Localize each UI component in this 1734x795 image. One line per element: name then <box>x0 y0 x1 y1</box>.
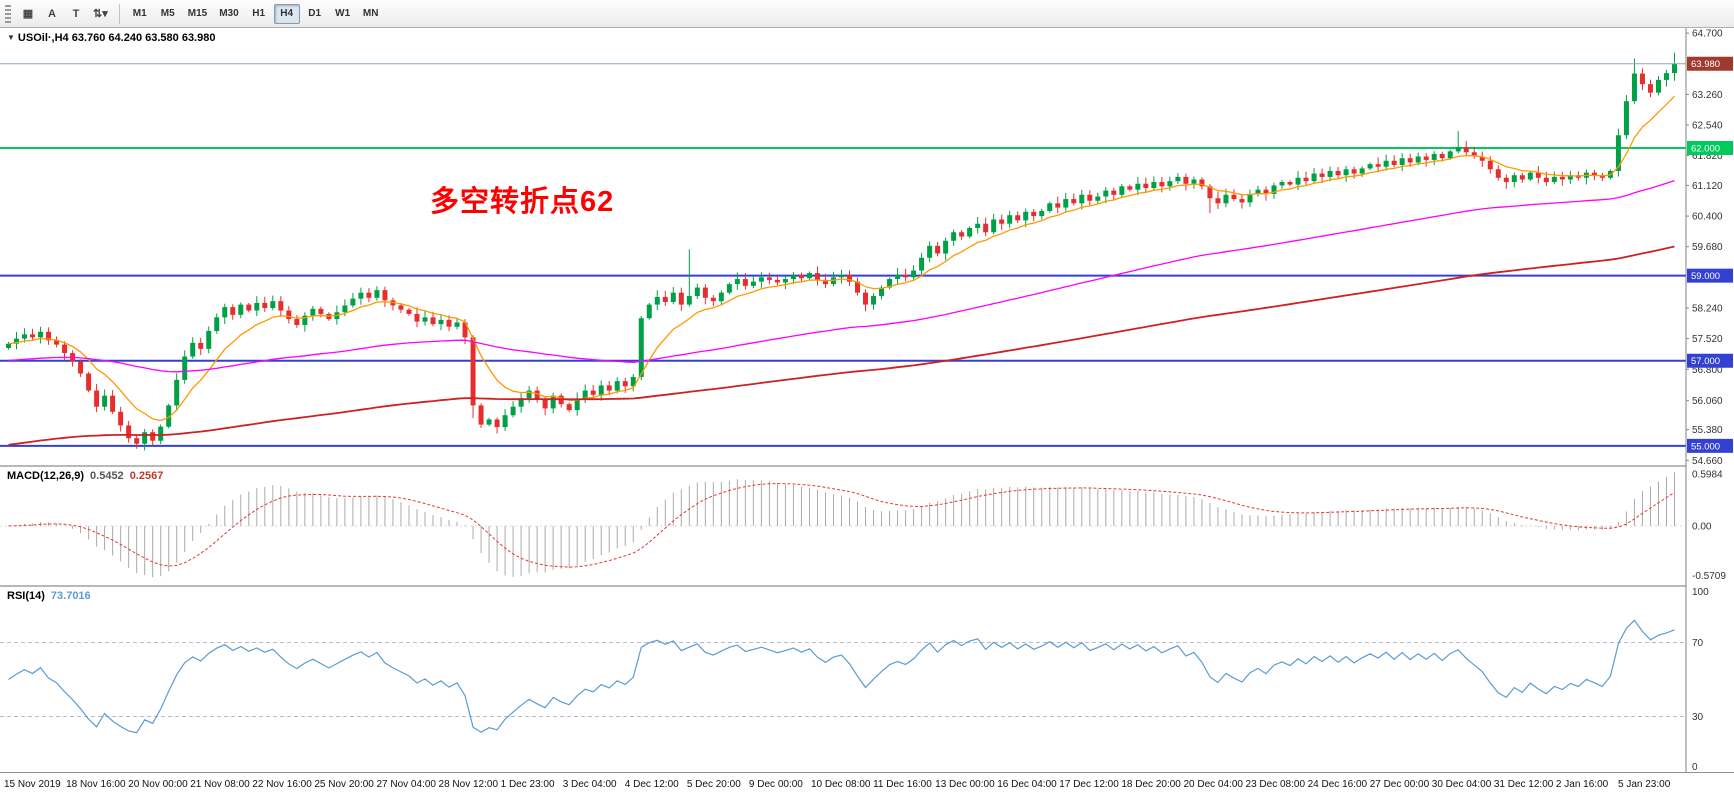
price-badge-57.000 <box>1687 353 1733 368</box>
macd-pane <box>0 472 1686 578</box>
rsi-scale-label: 30 <box>1692 712 1704 723</box>
horizontal-level-lines <box>0 146 1686 447</box>
time-tick-label: 21 Nov 08:00 <box>190 779 250 790</box>
time-tick-label: 5 Dec 20:00 <box>687 779 741 790</box>
tick-chart-icon[interactable]: ▦ <box>22 8 34 20</box>
price-tick-label: 56.060 <box>1692 396 1723 407</box>
price-tick-label: 56.800 <box>1692 365 1723 376</box>
timeframe-button-m1[interactable]: M1 <box>132 8 147 19</box>
price-tick-label: 64.700 <box>1692 29 1723 40</box>
price-badge-label: 59.000 <box>1691 271 1720 282</box>
toolbar-grip[interactable] <box>5 4 11 23</box>
time-tick-label: 15 Nov 2019 <box>4 779 61 790</box>
time-tick-label: 30 Dec 04:00 <box>1432 779 1492 790</box>
toolbar-icon-group: ▦ A T ⇅▾ <box>17 4 112 24</box>
timeframe-button-m30[interactable]: M30 <box>219 8 239 19</box>
chart-area[interactable]: 64.700 63.260 62.540 61.820 61.120 60.400 59.6… <box>0 28 1734 795</box>
time-axis[interactable]: 15 Nov 2019 18 Nov 16:00 20 Nov 00:00 21 No… <box>4 779 1671 790</box>
price-badge-59.000 <box>1687 268 1733 283</box>
price-badge-label: 63.980 <box>1691 59 1720 70</box>
price-tick-label: 55.380 <box>1692 425 1723 436</box>
time-tick-label: 11 Dec 16:00 <box>873 779 932 790</box>
time-tick-label: 20 Dec 04:00 <box>1183 779 1243 790</box>
time-tick-label: 28 Nov 12:00 <box>439 779 499 790</box>
price-badge-label: 57.000 <box>1691 356 1720 367</box>
time-tick-label: 17 Dec 12:00 <box>1059 779 1119 790</box>
price-badge-label: 55.000 <box>1691 441 1720 452</box>
ma-fast-line <box>8 95 1675 422</box>
macd-scale-label: 0.5984 <box>1692 470 1723 481</box>
time-tick-label: 2 Jan 16:00 <box>1556 779 1609 790</box>
rsi-scale-label: 0 <box>1692 762 1698 773</box>
time-tick-label: 24 Dec 16:00 <box>1308 779 1368 790</box>
cursor-tool-icon[interactable]: A <box>48 7 56 20</box>
timeframe-button-m15[interactable]: M15 <box>187 8 208 19</box>
timeframe-button-d1[interactable]: D1 <box>308 8 322 19</box>
time-tick-label: 25 Nov 20:00 <box>314 779 374 790</box>
timeframe-button-m5[interactable]: M5 <box>160 8 175 19</box>
price-tick-label: 58.240 <box>1692 303 1723 314</box>
toolbar: ▦ A T ⇅▾ M1 M5 M15 M30 H1 H4 D1 W1 MN <box>0 0 1734 28</box>
time-tick-label: 16 Dec 04:00 <box>997 779 1057 790</box>
time-tick-label: 18 Dec 20:00 <box>1121 779 1181 790</box>
time-tick-label: 1 Dec 23:00 <box>501 779 555 790</box>
timeframe-button-h4[interactable]: H4 <box>273 3 300 24</box>
time-tick-label: 23 Dec 08:00 <box>1246 779 1306 790</box>
macd-signal-line <box>8 483 1675 568</box>
time-tick-label: 5 Jan 23:00 <box>1618 779 1671 790</box>
price-tick-label: 59.680 <box>1692 242 1723 253</box>
price-tick-label: 63.260 <box>1692 90 1723 101</box>
pane-separator-2 <box>0 585 1734 587</box>
time-axis-separator <box>0 772 1734 773</box>
time-tick-label: 10 Dec 08:00 <box>811 779 871 790</box>
price-badge-label: 62.000 <box>1691 143 1720 154</box>
timeframe-button-group: M1 M5 M15 M30 H1 H4 D1 W1 MN <box>127 3 384 24</box>
pane-separator-1 <box>0 465 1734 467</box>
macd-scale-label: 0.00 <box>1692 522 1712 533</box>
timeframe-button-h1[interactable]: H1 <box>252 8 266 19</box>
macd-scale-label: -0.5709 <box>1692 571 1726 582</box>
price-tick-label: 60.400 <box>1692 212 1723 223</box>
price-tick-label: 61.820 <box>1692 151 1723 162</box>
text-label-tool-icon[interactable]: T <box>72 7 80 20</box>
price-tick-label: 62.540 <box>1692 121 1723 132</box>
rsi-pane <box>0 619 1686 734</box>
time-tick-label: 27 Dec 00:00 <box>1370 779 1430 790</box>
price-tick-label: 61.120 <box>1692 181 1723 192</box>
price-tick-label: 57.520 <box>1692 334 1723 345</box>
ma-slow-line <box>8 245 1675 446</box>
time-tick-label: 20 Nov 00:00 <box>128 779 188 790</box>
time-tick-label: 22 Nov 16:00 <box>252 779 312 790</box>
time-tick-label: 3 Dec 04:00 <box>563 779 617 790</box>
time-tick-label: 4 Dec 12:00 <box>625 779 679 790</box>
timeframe-button-mn[interactable]: MN <box>362 8 379 19</box>
price-badge-63.980 <box>1687 56 1733 71</box>
rsi-line <box>8 619 1675 734</box>
time-tick-label: 13 Dec 00:00 <box>935 779 995 790</box>
time-tick-label: 9 Dec 00:00 <box>749 779 803 790</box>
price-badge-62.000 <box>1687 140 1733 155</box>
time-tick-label: 31 Dec 12:00 <box>1494 779 1554 790</box>
toolbar-separator <box>118 3 120 24</box>
rsi-scale-label: 100 <box>1692 587 1709 598</box>
price-tick-label: 54.660 <box>1692 456 1723 467</box>
price-badge-55.000 <box>1687 438 1733 453</box>
rsi-scale-label: 70 <box>1692 638 1704 649</box>
ma-mid-line <box>8 179 1675 373</box>
candles-layer <box>6 52 1677 451</box>
chart-canvas[interactable]: 64.700 63.260 62.540 61.820 61.120 60.400 59.6… <box>0 28 1734 795</box>
timeframe-button-w1[interactable]: W1 <box>335 8 351 19</box>
price-axis[interactable]: 64.700 63.260 62.540 61.820 61.120 60.400 59.6… <box>1685 28 1734 773</box>
time-tick-label: 18 Nov 16:00 <box>66 779 126 790</box>
arrange-charts-icon[interactable]: ⇅▾ <box>93 8 108 20</box>
time-tick-label: 27 Nov 04:00 <box>376 779 436 790</box>
